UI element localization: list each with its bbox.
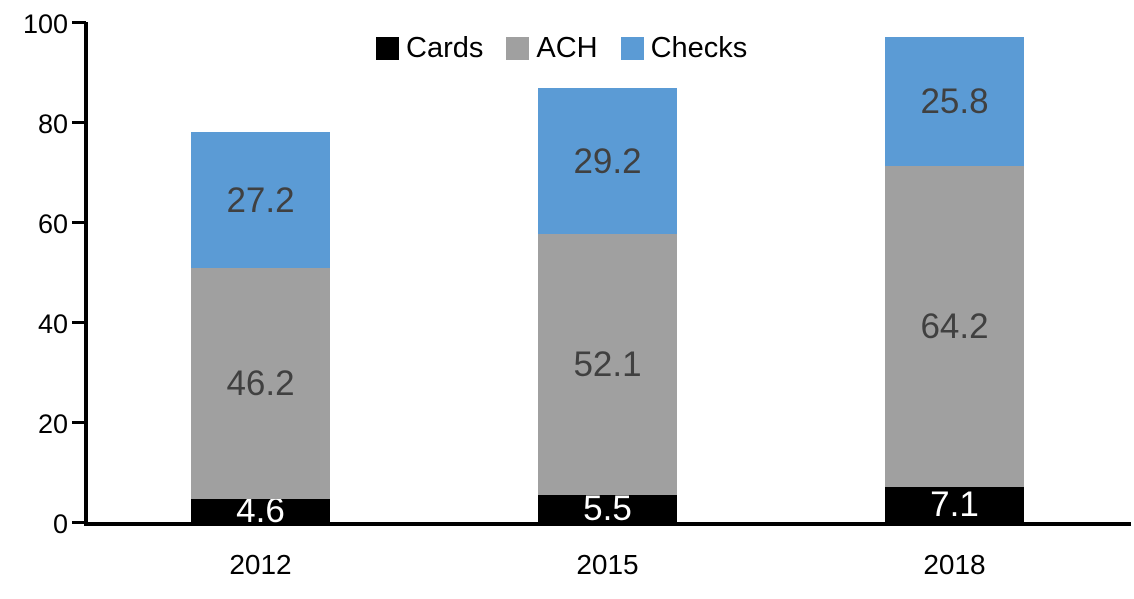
- bar-value-label-2018-ach: 64.2: [920, 306, 989, 346]
- legend-item-checks: Checks: [620, 32, 748, 64]
- y-axis-tick-label: 20: [37, 409, 68, 439]
- bar-value-label-2012-ach: 46.2: [226, 364, 295, 403]
- bar-segment-2018-cards: 7.1: [885, 484, 1024, 524]
- y-axis-tick: [72, 20, 86, 24]
- x-axis-label-2015: 2015: [576, 549, 639, 580]
- y-axis-tick-label: 0: [52, 509, 68, 539]
- bar-segment-2015-ach: 52.1: [538, 234, 677, 495]
- legend-marker-ach: [506, 37, 530, 60]
- x-axis-label-2012: 2012: [229, 549, 292, 580]
- legend-item-ach: ACH: [506, 32, 598, 64]
- legend-label-ach: ACH: [536, 32, 598, 64]
- legend-label-cards: Cards: [406, 32, 484, 64]
- bar-value-label-2015-ach: 52.1: [573, 344, 642, 384]
- bar-segment-2015-checks: 29.2: [538, 88, 677, 234]
- y-axis-tick-label: 60: [37, 209, 68, 239]
- bar-segment-2012-cards: 4.6: [191, 493, 330, 528]
- y-axis-tick-label: 100: [22, 9, 68, 39]
- y-axis-tick: [72, 320, 86, 324]
- x-axis-line: [84, 522, 1131, 526]
- legend-marker-checks: [620, 37, 644, 60]
- legend: Cards ACH Checks: [376, 34, 747, 63]
- y-axis-line: [84, 22, 88, 526]
- bar-value-label-2018-cards: 7.1: [930, 484, 979, 524]
- bar-value-label-2015-cards: 5.5: [583, 488, 632, 528]
- y-axis-tick: [72, 120, 86, 124]
- y-axis-tick-label: 40: [37, 309, 68, 339]
- bar-value-label-2015-checks: 29.2: [573, 141, 642, 181]
- bar-segment-2018-ach: 64.2: [885, 165, 1024, 487]
- bar-segment-2018-checks: 25.8: [885, 36, 1024, 166]
- y-axis-tick: [72, 220, 86, 224]
- legend-marker-cards: [376, 37, 399, 60]
- y-axis-tick-label: 80: [37, 109, 68, 139]
- y-axis-tick: [72, 420, 86, 424]
- legend-item-cards: Cards: [376, 34, 483, 63]
- x-axis-label-2018: 2018: [923, 549, 986, 580]
- bar-segment-2012-ach: 46.2: [191, 268, 330, 499]
- y-axis-tick: [72, 520, 86, 524]
- bar-value-label-2018-checks: 25.8: [920, 81, 989, 121]
- bar-segment-2012-checks: 27.2: [191, 132, 330, 268]
- bar-value-label-2012-checks: 27.2: [226, 180, 295, 220]
- bar-segment-2015-cards: 5.5: [538, 491, 677, 526]
- legend-label-checks: Checks: [650, 32, 748, 64]
